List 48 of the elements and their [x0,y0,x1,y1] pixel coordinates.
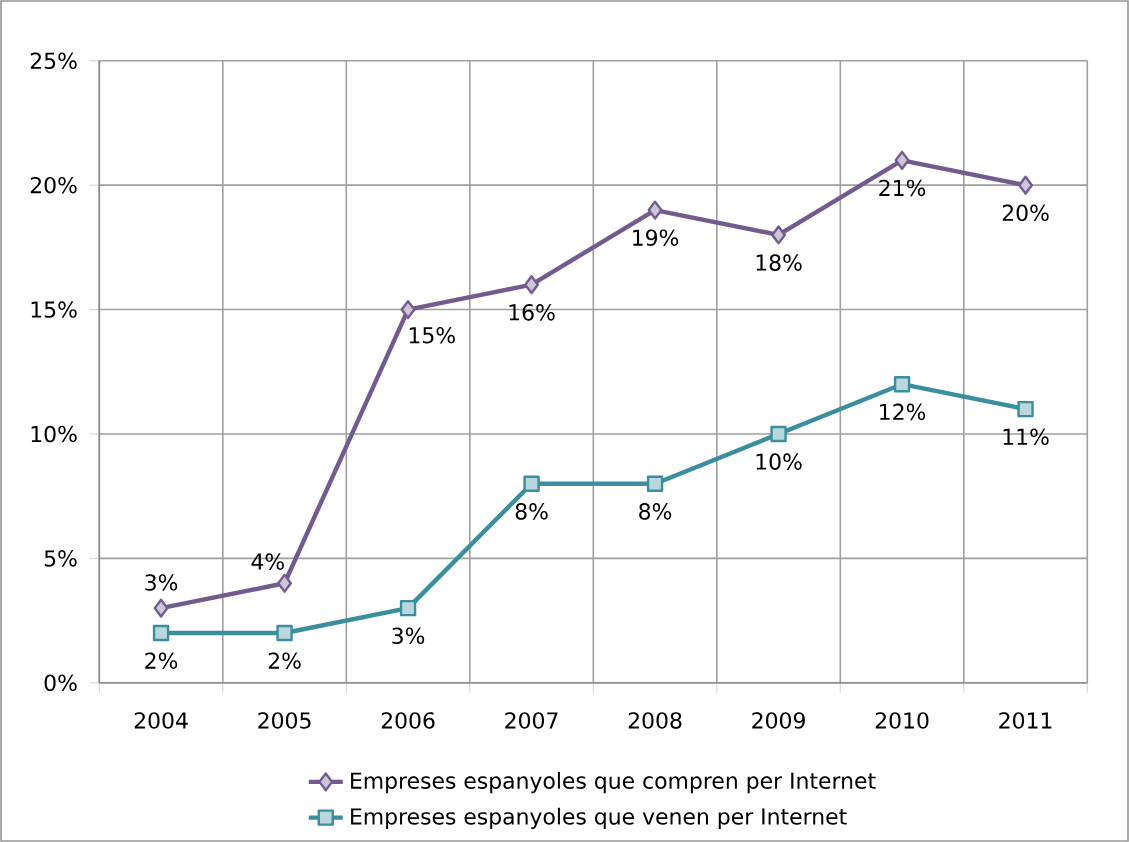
y-tick-label: 5% [44,550,77,567]
point [646,475,664,492]
point [523,475,540,492]
data-label: 15% [409,326,455,344]
point [894,150,910,170]
data-label: 2% [145,652,178,669]
x-tick-label: 2005 [258,712,311,729]
data-label: 3% [392,627,425,645]
x-tick-label: 2004 [134,712,188,729]
x-tick-label: 2007 [505,712,558,729]
x-tick-label: 2010 [875,712,929,729]
point [770,425,787,443]
data-label: 4% [251,553,284,570]
legend-label: Empreses espanyoles que venen per Internet [351,807,847,829]
x-tick-label: 2009 [752,712,805,729]
data-label: 20% [1002,204,1049,222]
point [277,573,293,593]
x-tick-label: 2006 [381,712,435,729]
point [647,200,663,220]
point [524,275,540,295]
point [153,598,169,618]
data-label: 2% [268,652,301,669]
y-tick-label: 20% [30,176,77,194]
data-label: 19% [633,229,679,246]
y-tick-label: 10% [31,425,77,443]
data-label: 21% [879,179,926,197]
y-tick-label: 0% [44,674,77,692]
point [399,599,417,617]
x-tick-label: 2008 [628,712,682,729]
point [893,376,911,393]
data-label: 11% [1003,428,1049,446]
point [771,225,787,245]
y-tick-label: 15% [31,301,77,318]
point [1017,400,1034,418]
data-label: 3% [145,574,178,591]
data-label: 8% [515,503,548,520]
point [400,299,416,320]
point [1018,175,1034,195]
x-tick-label: 2011 [999,712,1052,729]
y-tick-label: 25% [30,52,77,70]
point [152,624,170,642]
data-label: 16% [509,304,555,321]
point [276,624,293,642]
data-label: 8% [639,503,672,520]
data-label: 12% [880,403,926,421]
data-label: 18% [756,254,802,271]
legend-label: Empreses espanyoles que compren per Internet [351,772,876,794]
data-label: 10% [756,453,802,470]
